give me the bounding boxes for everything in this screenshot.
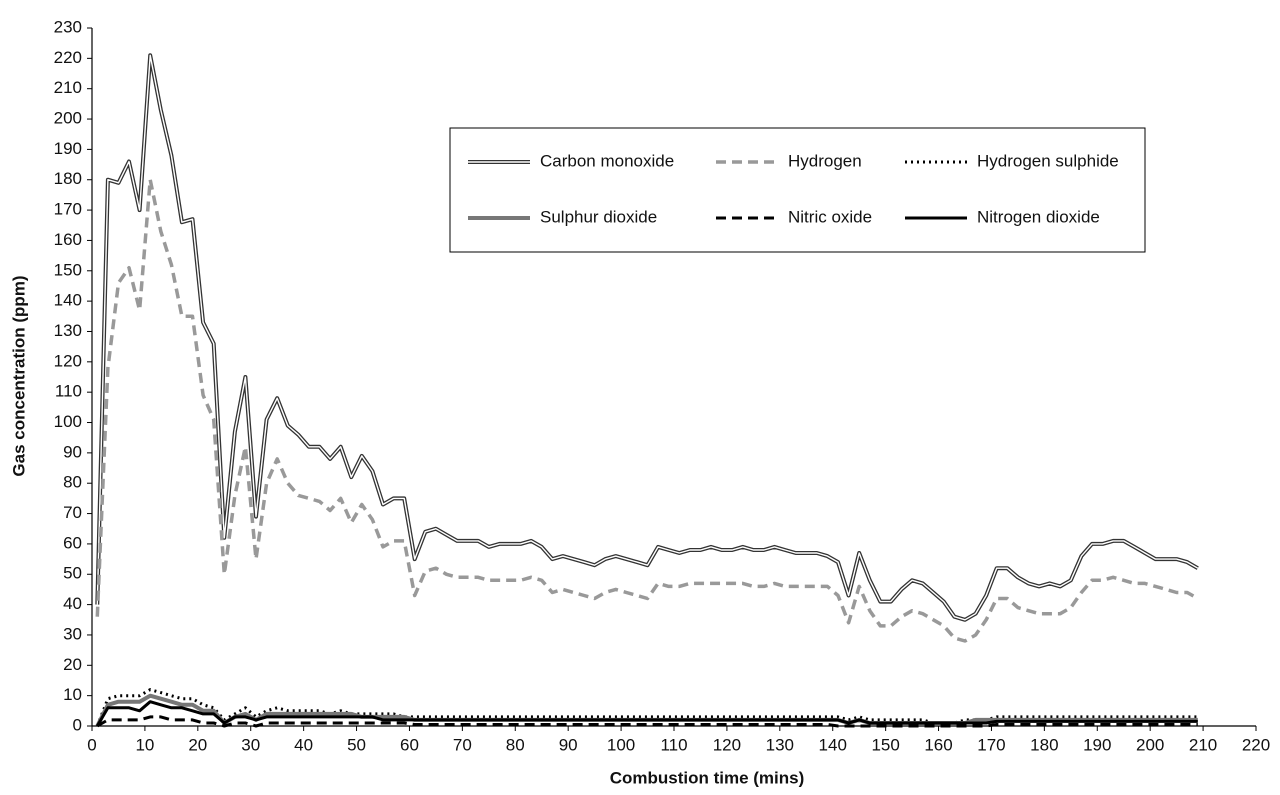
y-tick-label: 220 bbox=[54, 48, 82, 67]
x-tick-label: 110 bbox=[660, 735, 687, 754]
x-tick-label: 80 bbox=[506, 735, 525, 754]
x-tick-label: 10 bbox=[135, 735, 154, 754]
x-tick-label: 180 bbox=[1030, 735, 1058, 754]
y-tick-label: 190 bbox=[54, 139, 82, 158]
legend-label: Nitric oxide bbox=[788, 207, 872, 226]
y-tick-label: 140 bbox=[54, 291, 82, 310]
x-tick-label: 50 bbox=[347, 735, 366, 754]
y-tick-label: 100 bbox=[54, 412, 82, 431]
x-axis-title: Combustion time (mins) bbox=[610, 768, 805, 787]
y-tick-label: 40 bbox=[63, 594, 82, 613]
y-tick-label: 110 bbox=[55, 382, 82, 401]
x-tick-label: 140 bbox=[819, 735, 847, 754]
legend-label: Carbon monoxide bbox=[540, 151, 674, 170]
legend-label: Hydrogen bbox=[788, 151, 862, 170]
y-tick-label: 10 bbox=[63, 685, 82, 704]
x-tick-label: 150 bbox=[871, 735, 899, 754]
x-tick-label: 0 bbox=[87, 735, 96, 754]
y-tick-label: 80 bbox=[63, 473, 82, 492]
y-tick-label: 30 bbox=[63, 624, 82, 643]
y-tick-label: 90 bbox=[63, 442, 82, 461]
series-line bbox=[96, 700, 1198, 727]
x-tick-label: 60 bbox=[400, 735, 419, 754]
series-line bbox=[95, 177, 1199, 643]
y-axis-title: Gas concentration (ppm) bbox=[9, 275, 28, 476]
x-tick-label: 200 bbox=[1136, 735, 1164, 754]
y-tick-label: 150 bbox=[54, 260, 82, 279]
y-tick-label: 160 bbox=[54, 230, 82, 249]
y-tick-label: 130 bbox=[54, 321, 82, 340]
y-tick-label: 200 bbox=[54, 109, 82, 128]
legend-label: Sulphur dioxide bbox=[540, 207, 657, 226]
x-tick-label: 220 bbox=[1242, 735, 1270, 754]
x-tick-label: 70 bbox=[453, 735, 472, 754]
x-tick-label: 120 bbox=[713, 735, 741, 754]
x-tick-label: 100 bbox=[607, 735, 635, 754]
legend-label: Hydrogen sulphide bbox=[977, 151, 1119, 170]
x-tick-label: 30 bbox=[241, 735, 260, 754]
y-tick-label: 60 bbox=[63, 533, 82, 552]
legend-box bbox=[449, 127, 1146, 253]
series-line-inner bbox=[96, 54, 1199, 621]
y-tick-label: 180 bbox=[54, 169, 82, 188]
x-tick-label: 130 bbox=[766, 735, 794, 754]
series-line bbox=[96, 715, 1198, 728]
y-tick-label: 50 bbox=[63, 564, 82, 583]
x-tick-label: 20 bbox=[188, 735, 207, 754]
y-tick-label: 20 bbox=[63, 655, 82, 674]
y-tick-label: 0 bbox=[73, 715, 82, 734]
y-tick-label: 170 bbox=[54, 200, 82, 219]
y-tick-label: 210 bbox=[54, 78, 82, 97]
x-tick-label: 90 bbox=[559, 735, 578, 754]
legend-label: Nitrogen dioxide bbox=[977, 207, 1100, 226]
y-tick-label: 70 bbox=[63, 503, 82, 522]
y-tick-label: 230 bbox=[54, 17, 82, 36]
x-tick-label: 190 bbox=[1083, 735, 1111, 754]
x-tick-label: 40 bbox=[294, 735, 313, 754]
x-tick-label: 170 bbox=[977, 735, 1005, 754]
legend: Carbon monoxide Hydrogen Hydrogen sulphide… bbox=[449, 127, 1146, 253]
x-tick-label: 160 bbox=[924, 735, 952, 754]
x-tick-label: 210 bbox=[1189, 735, 1217, 754]
y-tick-label: 120 bbox=[54, 351, 82, 370]
